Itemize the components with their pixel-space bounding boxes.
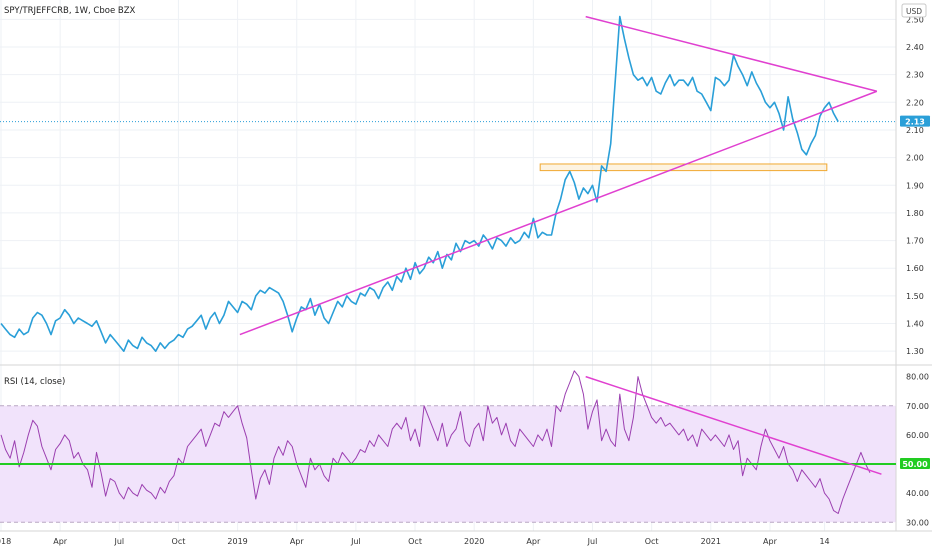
x-tick-label: Apr bbox=[290, 537, 305, 546]
midline-value-badge bbox=[900, 458, 930, 470]
price-tick-label: 1.60 bbox=[906, 264, 924, 273]
rsi-tick-label: 40.00 bbox=[906, 489, 929, 498]
price-grid bbox=[0, 0, 896, 365]
price-tick-label: 2.00 bbox=[906, 154, 924, 163]
rsi-tick-label: 60.00 bbox=[906, 431, 929, 440]
x-tick-label: Jul bbox=[350, 537, 361, 546]
price-series-line bbox=[0, 15, 839, 353]
currency-badge[interactable] bbox=[901, 3, 927, 18]
price-tick-label: 1.40 bbox=[906, 320, 924, 329]
x-tick-label: Oct bbox=[408, 537, 422, 546]
last-price-badge bbox=[900, 115, 930, 127]
midline-value-badge-text: 50.00 bbox=[902, 460, 928, 469]
trendline[interactable] bbox=[239, 90, 878, 336]
rsi-tick-label: 70.00 bbox=[906, 402, 929, 411]
currency-badge-text: USD bbox=[906, 7, 922, 16]
last-price-badge-text: 2.13 bbox=[905, 118, 925, 127]
x-tick-label: 14 bbox=[819, 537, 829, 546]
time-axis-labels: 2018 Apr Jul Oct 2019 Apr Jul Oct 2020 Apr Jul Oct 2… bbox=[0, 537, 830, 546]
price-tick-label: 1.90 bbox=[906, 181, 924, 190]
x-tick-label: Apr bbox=[526, 537, 541, 546]
x-tick-label: 2020 bbox=[464, 537, 484, 546]
x-tick-label: Jul bbox=[113, 537, 124, 546]
price-tick-label: 2.50 bbox=[906, 15, 924, 24]
price-tick-label: 2.40 bbox=[906, 43, 924, 52]
price-tick-label: 2.20 bbox=[906, 98, 924, 107]
price-trendlines[interactable] bbox=[239, 15, 878, 336]
trendline[interactable] bbox=[585, 375, 882, 475]
rsi-tick-label: 30.00 bbox=[906, 518, 929, 527]
x-tick-label: Apr bbox=[53, 537, 68, 546]
x-tick-label: 2019 bbox=[227, 537, 247, 546]
price-tick-label: 1.30 bbox=[906, 347, 924, 356]
trendline[interactable] bbox=[585, 15, 878, 92]
x-tick-label: 2021 bbox=[701, 537, 721, 546]
x-tick-label: Oct bbox=[172, 537, 186, 546]
rsi-trendlines[interactable] bbox=[585, 375, 882, 475]
price-tick-label: 1.70 bbox=[906, 237, 924, 246]
price-tick-label: 1.50 bbox=[906, 292, 924, 301]
x-tick-label: Oct bbox=[645, 537, 659, 546]
rsi-series-line bbox=[0, 370, 871, 514]
chart-title[interactable]: SPY/TRJEFFCRB, 1W, Cboe BZX bbox=[4, 6, 136, 16]
x-tick-label: Jul bbox=[587, 537, 598, 546]
rsi-indicator-title[interactable]: RSI (14, close) bbox=[4, 377, 65, 387]
price-tick-label: 2.30 bbox=[906, 71, 924, 80]
rsi-tick-label: 80.00 bbox=[906, 373, 929, 382]
x-tick-label: Apr bbox=[763, 537, 778, 546]
price-tick-label: 1.80 bbox=[906, 209, 924, 218]
support-zone-rectangle[interactable] bbox=[539, 163, 828, 172]
x-tick-label: 2018 bbox=[0, 537, 11, 546]
price-tick-label: 2.10 bbox=[906, 126, 924, 135]
price-axis-labels: 2.50 2.40 2.30 2.20 2.10 2.00 1.90 1.80 1.70 1.60… bbox=[906, 15, 924, 356]
rsi-axis-labels: 80.00 70.00 60.00 40.00 30.00 bbox=[906, 373, 929, 528]
